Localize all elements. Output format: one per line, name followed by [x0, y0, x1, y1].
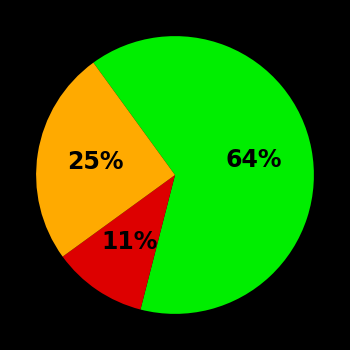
Text: 11%: 11% — [102, 230, 158, 254]
Wedge shape — [36, 63, 175, 257]
Wedge shape — [93, 36, 314, 314]
Wedge shape — [63, 175, 175, 309]
Text: 25%: 25% — [67, 150, 124, 174]
Text: 64%: 64% — [226, 148, 282, 172]
